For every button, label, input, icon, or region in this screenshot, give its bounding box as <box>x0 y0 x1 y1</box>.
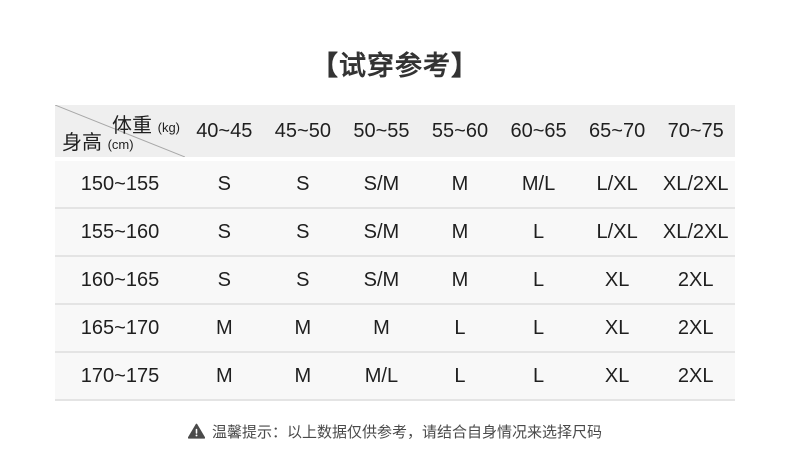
size-cell: M <box>451 220 469 243</box>
size-cell: 2XL <box>677 268 714 291</box>
size-cell: S/M <box>363 268 400 291</box>
weight-range-header: 65~70 <box>589 119 646 142</box>
notice-text: 温馨提示：以上数据仅供参考，请结合自身情况来选择尺码 <box>211 424 602 441</box>
table-row: 150~155 S S S/M M M/L L/XL XL/2XL <box>55 161 735 209</box>
size-cell: S <box>217 268 231 291</box>
size-cell: M <box>451 268 469 291</box>
weight-range-header: 60~65 <box>510 119 567 142</box>
height-range-label: 150~155 <box>80 172 160 195</box>
weight-range-header: 55~60 <box>431 119 489 142</box>
height-axis-label: 身高 (cm) <box>62 126 134 155</box>
diagonal-divider <box>55 105 185 157</box>
height-range-label: 170~175 <box>80 364 160 387</box>
page-title: 【试穿参考】 <box>311 51 479 81</box>
height-unit: (cm) <box>107 137 134 152</box>
height-range-label: 155~160 <box>80 220 160 243</box>
size-cell: XL <box>604 268 630 291</box>
size-cell: M <box>215 364 233 387</box>
size-cell: L <box>533 220 545 243</box>
size-cell: L/XL <box>596 172 638 195</box>
weight-text: 体重 <box>112 115 153 137</box>
warning-icon <box>187 423 206 440</box>
table-row: 155~160 S S S/M M L L/XL XL/2XL <box>55 209 735 257</box>
size-cell: S <box>217 172 231 195</box>
table-header-row: 体重 (kg) 身高 (cm) 40~45 45~50 50~55 55~60 … <box>55 105 735 157</box>
size-cell: M <box>294 364 312 387</box>
size-cell: L/XL <box>596 220 638 243</box>
height-range-label: 160~165 <box>80 268 160 291</box>
size-reference-table: 体重 (kg) 身高 (cm) 40~45 45~50 50~55 55~60 … <box>55 105 735 401</box>
size-cell: XL/2XL <box>662 220 729 243</box>
size-cell: S <box>296 172 310 195</box>
table-body: 150~155 S S S/M M M/L L/XL XL/2XL 155~16… <box>55 161 735 401</box>
size-cell: M/L <box>364 364 399 387</box>
size-cell: M <box>451 172 469 195</box>
size-cell: 2XL <box>677 364 714 387</box>
size-cell: L <box>454 364 466 387</box>
size-cell: M <box>294 316 312 339</box>
size-cell: S/M <box>363 220 400 243</box>
size-cell: L <box>533 316 545 339</box>
weight-axis-label: 体重 (kg) <box>112 109 180 138</box>
size-cell: M <box>373 316 390 339</box>
weight-range-header: 70~75 <box>667 119 724 142</box>
weight-range-header: 50~55 <box>353 119 410 142</box>
corner-cell: 体重 (kg) 身高 (cm) <box>55 105 185 157</box>
size-cell: S <box>217 220 231 243</box>
table-row: 170~175 M M M/L L L XL 2XL <box>55 353 735 401</box>
size-cell: XL <box>604 364 630 387</box>
table-row: 160~165 S S S/M M L XL 2XL <box>55 257 735 305</box>
size-cell: 2XL <box>677 316 714 339</box>
weight-range-header: 40~45 <box>196 119 253 142</box>
size-cell: M <box>215 316 233 339</box>
table-row: 165~170 M M M L L XL 2XL <box>55 305 735 353</box>
size-cell: XL/2XL <box>662 172 729 195</box>
height-range-label: 165~170 <box>80 316 160 339</box>
size-cell: S/M <box>363 172 400 195</box>
height-text: 身高 <box>62 132 102 154</box>
weight-unit: (kg) <box>157 120 180 135</box>
weight-range-header: 45~50 <box>274 119 331 142</box>
size-cell: L <box>533 268 545 291</box>
size-cell: XL <box>604 316 630 339</box>
notice-bar: 温馨提示：以上数据仅供参考，请结合自身情况来选择尺码 <box>0 421 790 442</box>
size-cell: M/L <box>521 172 556 195</box>
size-cell: S <box>296 220 310 243</box>
size-cell: L <box>533 364 545 387</box>
size-cell: L <box>454 316 466 339</box>
size-cell: S <box>296 268 310 291</box>
